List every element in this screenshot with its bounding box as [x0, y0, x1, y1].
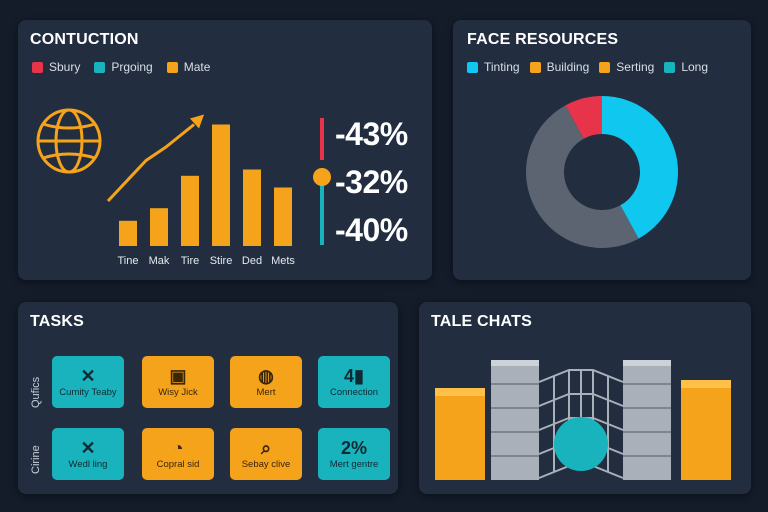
globe-icon	[36, 108, 102, 174]
bar	[150, 208, 168, 246]
tick-label: Tire	[180, 255, 200, 267]
legend-label: Prgoing	[111, 60, 153, 74]
pie-icon: ◔	[172, 438, 184, 458]
task-label: Cumity Teaby	[59, 387, 117, 398]
tale-panel: TALE CHATS	[419, 302, 751, 494]
legend-swatch	[467, 61, 478, 73]
task-button[interactable]: 4▮ Connection	[318, 356, 390, 408]
construction-legend: Sbury Prgoing Mate	[32, 60, 210, 74]
task-button[interactable]: ⌕ Sebay clive	[230, 428, 302, 480]
trend-line	[106, 123, 195, 203]
bar	[212, 124, 230, 246]
task-label: Sebay clive	[241, 459, 291, 470]
task-label: Mert gentre	[329, 459, 379, 470]
legend-item: Tinting	[467, 60, 520, 74]
orange-block	[681, 380, 731, 480]
tale-illustration	[435, 360, 731, 480]
tick-label: Mak	[148, 255, 170, 267]
orange-block-top	[435, 388, 485, 396]
donut-slice	[526, 105, 639, 248]
task-button[interactable]: ◍ Mert	[230, 356, 302, 408]
legend-label: Sbury	[49, 60, 81, 74]
legend-label: Serting	[616, 60, 655, 74]
tools-icon: ✕	[80, 438, 96, 458]
tools-icon: ✕	[80, 366, 96, 386]
donut-slice	[565, 96, 602, 139]
trend-arrow-icon	[190, 114, 204, 129]
legend-item: Long	[664, 60, 708, 74]
tick-label: Ded	[241, 255, 263, 267]
gray-tower	[623, 360, 671, 480]
legend-item: Mate	[166, 60, 211, 74]
globe-icon: ◍	[258, 366, 274, 386]
search-icon: ⌕	[260, 438, 272, 458]
task-label: Copral sid	[156, 459, 200, 470]
legend-swatch	[529, 61, 541, 73]
task-button[interactable]: 2% Mert gentre	[318, 428, 390, 480]
bar	[274, 187, 292, 246]
task-button[interactable]: ✕ Cumity Teaby	[52, 356, 124, 408]
legend-item: Sbury	[32, 60, 80, 74]
task-button[interactable]: ▣ Wisy Jick	[142, 356, 214, 408]
donut-chart	[526, 96, 678, 248]
resources-legend: Tinting Building Serting Long	[467, 60, 708, 74]
task-label: Connection	[329, 387, 379, 398]
bar	[181, 175, 199, 246]
row-label: Cirine	[30, 445, 42, 474]
task-label: Wisy Jick	[158, 387, 198, 398]
legend-swatch	[94, 61, 106, 73]
task-button[interactable]: ✕ Wedl ling	[52, 428, 124, 480]
tick-label: Stire	[209, 255, 233, 267]
percent-value: -40%	[335, 212, 408, 248]
gray-tower	[491, 360, 539, 480]
signal-icon: 4▮	[344, 366, 364, 386]
task-button[interactable]: ◔ Copral sid	[142, 428, 214, 480]
legend-swatch	[166, 61, 178, 73]
indicator-knob[interactable]	[313, 168, 331, 186]
legend-swatch	[664, 61, 676, 73]
orange-block-top	[681, 380, 731, 388]
legend-label: Mate	[183, 60, 211, 74]
panel-title: FACE RESOURCES	[467, 31, 619, 48]
legend-label: Tinting	[484, 60, 520, 74]
construction-chart	[36, 108, 331, 246]
legend-item: Prgoing	[94, 60, 153, 74]
panel-title: CONTUCTION	[30, 31, 139, 48]
donut-slice	[602, 96, 678, 239]
legend-item: Serting	[599, 60, 654, 74]
orange-block	[435, 388, 485, 480]
task-label: Mert	[256, 387, 276, 398]
tick-label: Mets	[271, 255, 295, 267]
percent-icon: 2%	[341, 438, 368, 458]
panel-title: TALE CHATS	[431, 313, 532, 330]
legend-label: Long	[681, 60, 709, 74]
tick-label: Tine	[117, 255, 139, 267]
photo-icon: ▣	[169, 366, 187, 386]
teal-sphere	[554, 417, 608, 471]
percent-value: -32%	[335, 164, 408, 200]
legend-swatch	[32, 61, 43, 73]
row-label: Qufics	[30, 376, 42, 408]
construction-panel: CONTUCTION Sbury Prgoing Mate	[18, 20, 432, 280]
legend-label: Building	[546, 60, 590, 74]
task-label: Wedl ling	[68, 459, 108, 470]
percent-value: -43%	[335, 116, 408, 152]
bar	[119, 220, 137, 246]
bar	[243, 169, 261, 246]
tasks-panel: TASKS Qufics Cirine ✕ Cumity Teaby ▣ Wis…	[18, 302, 398, 494]
panel-title: TASKS	[30, 313, 85, 330]
resources-panel: FACE RESOURCES Tinting Building Serting …	[453, 20, 751, 280]
legend-swatch	[599, 61, 611, 73]
legend-item: Building	[529, 60, 590, 74]
